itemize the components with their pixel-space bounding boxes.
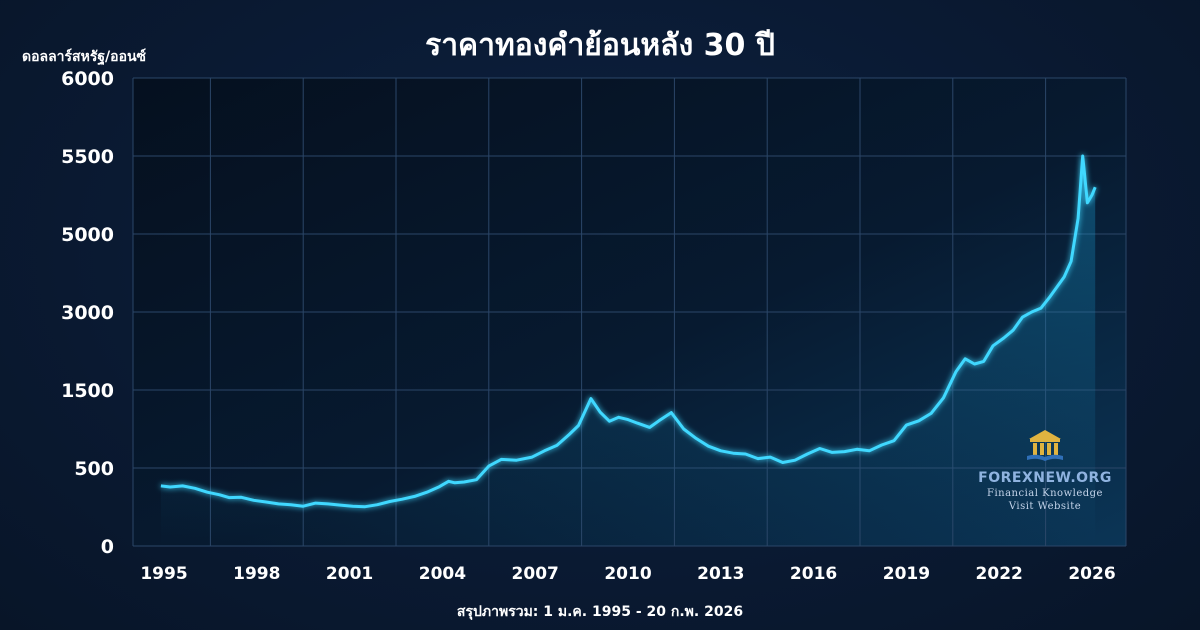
y-tick-label: 5500 — [61, 146, 114, 168]
y-tick-label: 1500 — [61, 380, 114, 402]
logo-tagline: Financial Knowledge — [987, 488, 1103, 499]
x-tick-label: 2013 — [697, 564, 744, 584]
price-area-fill — [160, 156, 1096, 546]
y-axis-unit-label: ดอลลาร์สหรัฐ/ออนซ์ — [22, 49, 147, 65]
x-tick-label: 2019 — [883, 564, 930, 584]
x-axis-ticks: 1995 1998 2001 2004 2007 2010 2013 2016 2019 2022… — [140, 564, 1115, 584]
y-tick-label: 5000 — [61, 224, 114, 246]
x-tick-label: 1998 — [233, 564, 280, 584]
logo-wordmark: FOREXNEW.ORG — [978, 470, 1112, 486]
x-tick-label: 2016 — [790, 564, 837, 584]
x-tick-label: 2001 — [326, 564, 373, 584]
x-tick-label: 2026 — [1068, 564, 1115, 584]
x-tick-label: 2010 — [604, 564, 651, 584]
x-tick-label: 1995 — [140, 564, 187, 584]
y-tick-label: 500 — [74, 458, 114, 480]
pillar-building-icon — [1027, 430, 1063, 461]
y-tick-label: 0 — [101, 536, 114, 558]
y-tick-label: 3000 — [61, 302, 114, 324]
chart-title: ราคาทองคำย้อนหลัง 30 ปี — [425, 28, 775, 63]
y-axis-ticks: 0 500 1500 3000 5000 5500 6000 — [61, 68, 114, 558]
forexnew-logo[interactable]: FOREXNEW.ORG Financial Knowledge Visit W… — [975, 428, 1115, 512]
y-tick-label: 6000 — [61, 68, 114, 90]
date-range-footer: สรุปภาพรวม: 1 ม.ค. 1995 - 20 ก.พ. 2026 — [456, 604, 744, 620]
x-tick-label: 2007 — [512, 564, 559, 584]
x-tick-label: 2022 — [976, 564, 1023, 584]
x-tick-label: 2004 — [419, 564, 466, 584]
logo-visit-link: Visit Website — [1008, 501, 1082, 512]
price-line-series — [160, 154, 1097, 509]
